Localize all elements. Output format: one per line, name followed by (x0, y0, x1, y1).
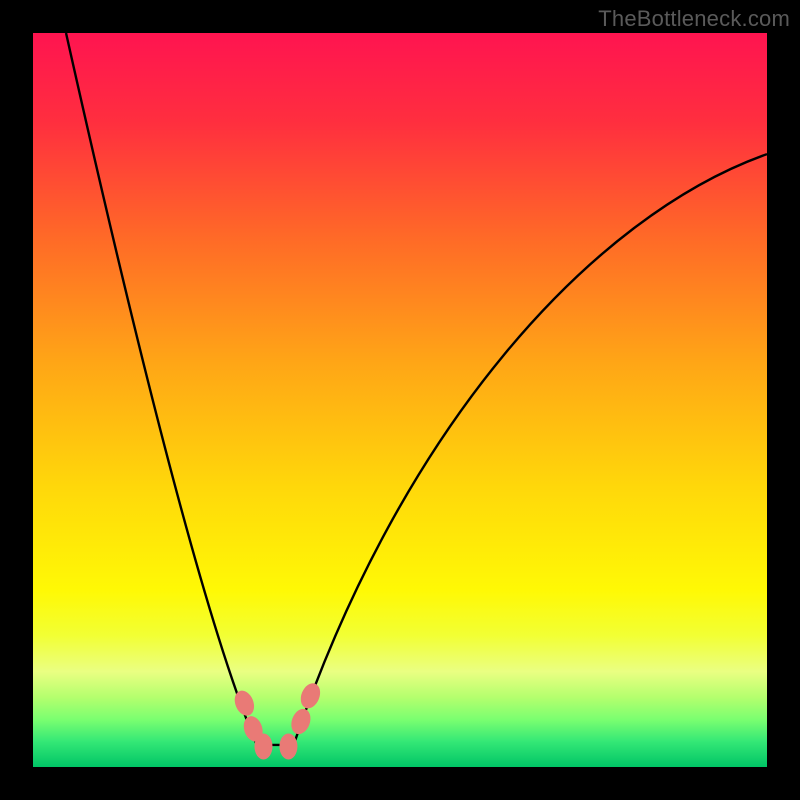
bottleneck-chart (0, 0, 800, 800)
gradient-background (33, 33, 767, 767)
bead-2 (254, 733, 272, 759)
chart-root: TheBottleneck.com (0, 0, 800, 800)
plot-area (33, 33, 767, 767)
bead-3 (279, 733, 297, 759)
